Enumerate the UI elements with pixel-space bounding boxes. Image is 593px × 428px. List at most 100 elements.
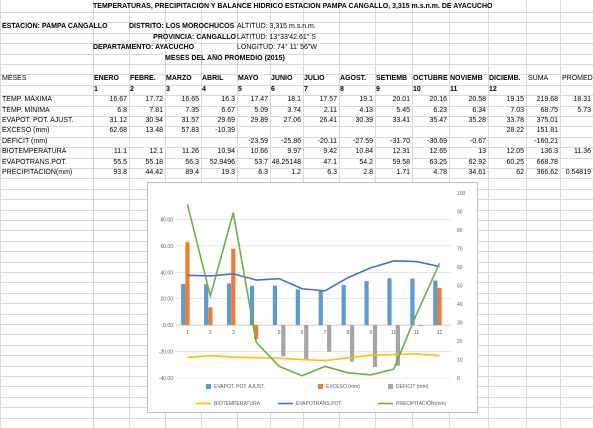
data-cell[interactable]: 16.3 [221,96,235,103]
data-cell[interactable]: 6.34 [472,107,486,114]
sum-header[interactable]: SUMA [528,75,549,82]
avg-cell[interactable]: -160.21 [534,138,558,145]
data-cell[interactable]: 10.84 [355,148,373,155]
month-header[interactable]: SETIEMB [376,75,408,82]
department-label[interactable]: DEPARTAMENTO: AYACUCHO [93,44,195,51]
data-cell[interactable]: 5.45 [396,107,410,114]
data-cell[interactable]: 12.05 [506,148,524,155]
climate-chart[interactable]: 80.00 60.00 40.00 20.00 0.00 -20.00 -40.00 100 9… [147,182,478,413]
district-label[interactable]: DISTRITO: LOS MOROCHUCOS [129,23,234,30]
data-cell[interactable]: 19.1 [359,96,373,103]
data-cell[interactable]: 53.7 [254,159,268,166]
data-cell[interactable]: 6.8 [117,107,127,114]
data-cell[interactable]: 4.13 [359,107,373,114]
data-cell[interactable]: 63.25 [429,159,447,166]
data-cell[interactable]: -31.70 [390,138,410,145]
row-label[interactable]: EXCESO (mm) [2,127,50,134]
sum-cell[interactable]: 219.68 [536,96,558,103]
avg-cell[interactable]: 0.54819 [565,169,591,176]
data-cell[interactable]: 9.97 [287,148,301,155]
data-cell[interactable]: 6.23 [433,107,447,114]
data-cell[interactable]: 44.42 [145,169,163,176]
data-cell[interactable]: 27.06 [283,117,301,124]
altitude-label[interactable]: ALTITUD: 3,315 m.s.n.m. [237,23,316,30]
row-label[interactable]: DÉFICIT (mm) [2,138,48,145]
avg-cell[interactable]: 11.36 [574,148,591,155]
month-number[interactable]: 2 [130,86,134,93]
data-cell[interactable]: 55.18 [145,159,163,166]
data-cell[interactable]: 89.4 [185,169,199,176]
data-cell[interactable]: 12.1 [149,148,163,155]
avg-cell[interactable]: 18.31 [573,96,591,103]
data-cell[interactable]: 12.65 [429,148,447,155]
avg-cell[interactable]: 5.73 [577,107,591,114]
data-cell[interactable]: 10.66 [250,148,268,155]
month-header[interactable]: MARZO [166,75,192,82]
data-cell[interactable]: 62.68 [109,127,127,134]
data-cell[interactable]: -30.69 [427,138,447,145]
data-cell[interactable]: 29.89 [250,117,268,124]
month-header[interactable]: FEBRE. [130,75,156,82]
data-cell[interactable]: 33.78 [506,117,524,124]
row-label[interactable]: TEMP. MÁXIMA [2,96,53,103]
data-cell[interactable]: 52.9496 [209,159,235,166]
data-cell[interactable]: 62 [516,169,524,176]
month-header[interactable]: NOVIEMB [450,75,483,82]
data-cell[interactable]: 56.3 [185,159,199,166]
avg-cell[interactable]: 151.81 [536,127,558,134]
data-cell[interactable]: 48.25148 [271,159,301,166]
data-cell[interactable]: 10.94 [217,148,235,155]
latitude-label[interactable]: LATITUD: 13°33'42.61" S [237,34,316,41]
subtitle-label[interactable]: MESES DEL AÑO PROMEDIO (2015) [165,55,285,62]
month-number[interactable]: 9 [376,86,380,93]
data-cell[interactable]: 17.47 [250,96,268,103]
month-header[interactable]: JUNIO [271,75,293,82]
data-cell[interactable]: 93.8 [113,169,127,176]
month-number[interactable]: 11 [450,86,458,93]
month-header[interactable]: MAYO [238,75,259,82]
month-header[interactable]: AGOST. [340,75,367,82]
month-number[interactable]: 8 [340,86,344,93]
data-cell[interactable]: 34.61 [468,169,486,176]
month-header[interactable]: ABRIL [202,75,224,82]
month-header[interactable]: ENERO [94,75,119,82]
data-cell[interactable]: 13 [478,148,486,155]
province-label[interactable]: PROVINCIA: CANGALLO [153,34,236,41]
data-cell[interactable]: 9.42 [323,148,337,155]
data-cell[interactable]: 47.1 [323,159,337,166]
data-cell[interactable]: -27.59 [353,138,373,145]
data-cell[interactable]: -25.86 [281,138,301,145]
month-number[interactable]: 1 [94,86,98,93]
data-cell[interactable]: 20.58 [468,96,486,103]
months-header[interactable]: MESES [2,75,27,82]
data-cell[interactable]: 13.48 [145,127,163,134]
data-cell[interactable]: -0.67 [470,138,486,145]
data-cell[interactable]: 30.94 [145,117,163,124]
data-cell[interactable]: 7.35 [185,107,199,114]
data-cell[interactable]: 16.67 [109,96,127,103]
month-header[interactable]: OCTUBRE [413,75,448,82]
data-cell[interactable]: 35.47 [429,117,447,124]
data-cell[interactable]: 16.65 [181,96,199,103]
data-cell[interactable]: 29.69 [217,117,235,124]
month-header[interactable]: DICIEMB. [489,75,521,82]
data-cell[interactable]: 62.92 [468,159,486,166]
data-cell[interactable]: 7.81 [149,107,163,114]
data-cell[interactable]: 35.28 [468,117,486,124]
data-cell[interactable]: 30.39 [355,117,373,124]
data-cell[interactable]: 2.8 [363,169,373,176]
data-cell[interactable]: 54.2 [359,159,373,166]
data-cell[interactable]: 20.16 [429,96,447,103]
data-cell[interactable]: 60.25 [506,159,524,166]
data-cell[interactable]: 1.71 [396,169,410,176]
month-number[interactable]: 4 [202,86,206,93]
data-cell[interactable]: 7.03 [510,107,524,114]
data-cell[interactable]: 11.1 [113,148,127,155]
sheet-title[interactable]: TEMPERATURAS, PRECIPITACIÓN Y BALANCE HÍ… [93,3,493,10]
data-cell[interactable]: 31.57 [181,117,199,124]
longitude-label[interactable]: LONGITUD: 74° 11' 56"W [237,44,318,51]
month-number[interactable]: 12 [489,86,497,93]
month-number[interactable]: 3 [166,86,170,93]
data-cell[interactable]: 11.26 [182,148,199,155]
month-number[interactable]: 10 [413,86,421,93]
